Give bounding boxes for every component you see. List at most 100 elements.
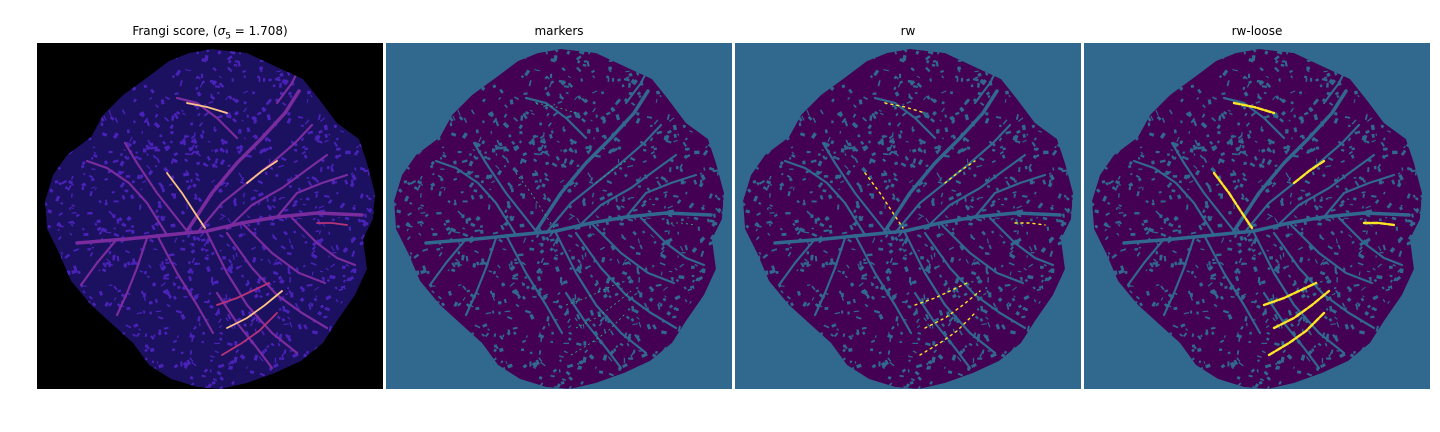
rw-leaf-seed — [864, 172, 904, 229]
rw-leaf-vein — [913, 291, 972, 370]
rw-loose-leaf-vein — [1202, 233, 1262, 335]
frangi-leaf-vein — [123, 141, 189, 233]
frangi-leaf-vein — [85, 159, 169, 237]
rw-loose-panel: rw-loose — [1084, 0, 1430, 432]
frangi-leaf-highlights — [166, 102, 348, 356]
rw-leaf-vein — [873, 96, 937, 140]
rw-leaf-vein — [883, 89, 999, 233]
markers-leaf-vein — [434, 159, 518, 237]
rw-loose-title: rw-loose — [1231, 24, 1283, 38]
rw-loose-leaf-vein — [1322, 173, 1396, 219]
rw-loose-leaf-seed — [1262, 281, 1318, 307]
rw-loose-leaf-vein — [1170, 141, 1236, 233]
frangi-leaf-vein — [205, 231, 299, 355]
rw-leaf-vein — [853, 233, 913, 335]
rw-loose-leaf-seed — [1362, 221, 1396, 227]
rw-leaf-vein — [773, 211, 1062, 245]
frangi-leaf-highlight — [246, 160, 278, 184]
rw-leaf-seed — [1014, 222, 1046, 226]
frangi-leaf-vein — [290, 216, 357, 267]
rw-loose-leaf-seed — [1272, 289, 1331, 330]
markers-leaf-vein — [472, 141, 538, 233]
rw-leaf-vein — [813, 236, 847, 317]
markers-image — [386, 43, 732, 389]
rw-leaf-vein — [938, 221, 1025, 285]
markers-leaf-vein — [464, 236, 498, 317]
frangi-leaf-vein — [225, 153, 329, 231]
frangi-leaf — [45, 49, 375, 389]
markers-leaf-vein — [504, 233, 564, 335]
rw-leaf-vein — [988, 216, 1055, 267]
rw-loose-leaf-vein — [1252, 231, 1346, 355]
frangi-leaf-tissue — [45, 49, 375, 389]
rw-loose-leaf-vein — [1272, 153, 1376, 231]
markers-title: markers — [534, 24, 584, 38]
markers-leaf — [394, 49, 724, 389]
markers-leaf-vein — [554, 231, 648, 355]
markers-leaf-seeds — [515, 102, 697, 356]
rw-loose-leaf-vein — [1132, 159, 1216, 237]
frangi-image — [37, 43, 383, 389]
rw-loose-leaf-seed — [1267, 311, 1326, 357]
markers-leaf-seed — [575, 290, 632, 329]
frangi-leaf-highlight — [226, 290, 283, 329]
markers-leaf-vein — [524, 96, 588, 140]
rw-leaf-seeds — [864, 102, 1046, 356]
rw-leaf-seed — [914, 282, 968, 306]
frangi-leaf-vein — [115, 236, 149, 317]
markers-leaf-vein — [589, 221, 676, 285]
rw-leaf-vein — [783, 159, 867, 237]
frangi-leaf-vein — [275, 173, 349, 219]
markers-leaf-seed — [666, 222, 697, 226]
frangi-leaf-vein — [240, 221, 327, 285]
rw-leaf-vein — [777, 237, 817, 287]
frangi-leaf-vein — [175, 96, 239, 140]
markers-leaf-vein — [428, 237, 468, 287]
rw-leaf-vein — [973, 173, 1047, 219]
frangi-leaf-highlight — [221, 312, 278, 356]
frangi-leaf-veins — [75, 67, 364, 370]
rw-loose-image — [1084, 43, 1430, 389]
markers-panel: markers — [386, 0, 732, 432]
rw-leaf-veins — [773, 67, 1062, 370]
rw-loose-leaf-vein — [1232, 89, 1348, 233]
markers-leaf-vein — [424, 211, 713, 245]
frangi-title: Frangi score, (σ5 = 1.708) — [132, 24, 288, 42]
rw-loose-leaf-vein — [1126, 237, 1166, 287]
rw-leaf-vein — [903, 231, 997, 355]
markers-leaf-vein — [564, 291, 623, 370]
frangi-leaf-vein — [185, 89, 301, 233]
rw-panel: rw — [735, 0, 1081, 432]
rw-loose-leaf-vein — [1337, 216, 1404, 267]
rw-loose-leaf-vein — [1262, 291, 1321, 370]
frangi-leaf-vein — [79, 237, 119, 287]
rw-leaf-vein — [923, 153, 1027, 231]
frangi-leaf-highlight — [216, 282, 270, 306]
markers-leaf-vein — [534, 89, 650, 233]
markers-leaf-seed — [595, 160, 627, 184]
frangi-leaf-highlight — [316, 222, 348, 226]
rw-loose-leaf-seed — [1212, 171, 1254, 230]
frangi-leaf-highlight — [166, 172, 206, 229]
rw-leaf — [743, 49, 1073, 389]
rw-leaf-seed — [924, 290, 981, 329]
rw-loose-leaf-seed — [1292, 159, 1326, 185]
frangi-leaf-highlight — [186, 102, 228, 114]
rw-loose-leaf-vein — [1122, 211, 1411, 245]
frangi-leaf-vein — [155, 233, 215, 335]
rw-loose-leaf-seeds — [1212, 101, 1396, 357]
markers-leaf-seed — [570, 312, 627, 356]
frangi-leaf-vein — [215, 291, 274, 370]
markers-leaf-vein — [639, 216, 706, 267]
rw-leaf-seed — [884, 102, 926, 114]
frangi-panel: Frangi score, (σ5 = 1.708) — [37, 0, 383, 432]
rw-title: rw — [900, 24, 916, 38]
rw-loose-leaf-vein — [1222, 96, 1286, 140]
markers-leaf-veins — [424, 67, 713, 370]
rw-loose-leaf-vein — [1162, 236, 1196, 317]
rw-loose-leaf-vein — [1287, 221, 1374, 285]
rw-leaf-seed — [944, 160, 976, 184]
rw-leaf-tissue — [743, 49, 1073, 389]
rw-image — [735, 43, 1081, 389]
markers-leaf-vein — [624, 173, 698, 219]
